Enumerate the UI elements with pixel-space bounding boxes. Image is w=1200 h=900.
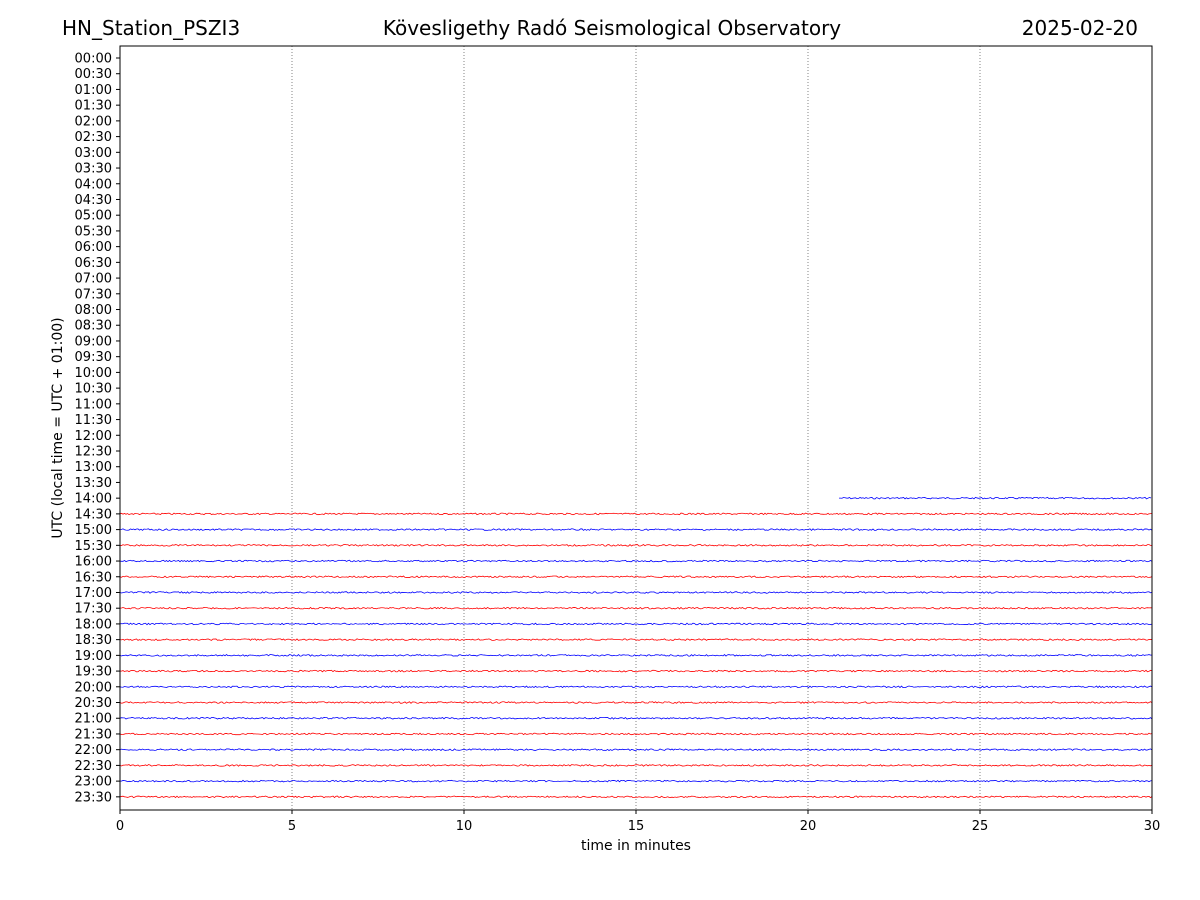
y-tick-label: 09:30 <box>75 350 112 365</box>
y-tick-label: 09:00 <box>75 334 112 349</box>
trace-1800 <box>119 622 1153 626</box>
y-tick-label: 07:00 <box>75 272 112 287</box>
trace-2200 <box>119 748 1153 751</box>
observatory-title: Kövesligethy Radó Seismological Observat… <box>383 16 841 40</box>
y-tick-label: 12:30 <box>75 445 112 460</box>
x-tick-label: 30 <box>1144 819 1161 834</box>
y-tick-label: 16:00 <box>75 555 112 570</box>
y-tick-label: 22:30 <box>75 759 112 774</box>
x-tick-label: 20 <box>800 819 817 834</box>
y-tick-label: 02:30 <box>75 130 112 145</box>
date-title: 2025-02-20 <box>1022 16 1138 40</box>
y-tick-label: 12:00 <box>75 429 112 444</box>
y-tick-label: 03:30 <box>75 162 112 177</box>
y-tick-label: 13:30 <box>75 476 112 491</box>
x-axis-ticks: 0 5 10 15 20 25 30 <box>116 810 1160 834</box>
trace-1500 <box>119 528 1153 531</box>
trace-2130 <box>119 732 1153 736</box>
y-tick-label: 17:30 <box>75 602 112 617</box>
y-tick-label: 14:00 <box>75 492 112 507</box>
y-tick-label: 20:00 <box>75 680 112 695</box>
y-tick-label: 05:00 <box>75 209 112 224</box>
y-tick-label: 08:30 <box>75 319 112 334</box>
trace-2100 <box>119 716 1153 720</box>
plot-frame <box>119 45 1153 811</box>
y-tick-label: 01:00 <box>75 83 112 98</box>
y-tick-label: 15:00 <box>75 523 112 538</box>
y-tick-label: 06:30 <box>75 256 112 271</box>
y-tick-label: 15:30 <box>75 539 112 554</box>
trace-1530 <box>119 544 1153 547</box>
vertical-gridlines <box>291 46 981 810</box>
y-tick-label: 10:30 <box>75 382 112 397</box>
y-tick-label: 11:00 <box>75 397 112 412</box>
y-tick-label: 07:30 <box>75 287 112 302</box>
y-tick-label: 03:00 <box>75 146 112 161</box>
y-tick-label: 01:30 <box>75 99 112 114</box>
y-tick-label: 08:00 <box>75 303 112 318</box>
trace-2300 <box>119 779 1153 783</box>
y-tick-label: 21:00 <box>75 712 112 727</box>
y-tick-label: 00:00 <box>75 52 112 67</box>
y-axis-ticks: 00:0000:3001:0001:3002:0002:3003:0003:30… <box>75 52 120 805</box>
trace-1830 <box>119 638 1153 641</box>
y-tick-label: 17:00 <box>75 586 112 601</box>
y-tick-label: 11:30 <box>75 413 112 428</box>
y-tick-label: 19:30 <box>75 665 112 680</box>
x-tick-label: 25 <box>972 819 989 834</box>
y-tick-label: 10:00 <box>75 366 112 381</box>
trace-1600 <box>119 559 1153 563</box>
x-tick-label: 5 <box>288 819 296 834</box>
y-tick-label: 02:00 <box>75 114 112 129</box>
trace-2230 <box>119 764 1153 767</box>
y-tick-label: 05:30 <box>75 224 112 239</box>
trace-1900 <box>119 654 1153 657</box>
x-tick-label: 10 <box>456 819 473 834</box>
trace-2330 <box>119 795 1153 799</box>
trace-1700 <box>119 591 1153 594</box>
y-tick-label: 23:00 <box>75 775 112 790</box>
y-tick-label: 19:00 <box>75 649 112 664</box>
y-tick-label: 22:00 <box>75 743 112 758</box>
y-axis-label: UTC (local time = UTC + 01:00) <box>50 317 66 538</box>
y-tick-label: 13:00 <box>75 460 112 475</box>
trace-1930 <box>119 669 1153 673</box>
y-tick-label: 20:30 <box>75 696 112 711</box>
y-tick-label: 06:00 <box>75 240 112 255</box>
trace-2000 <box>119 685 1153 689</box>
y-tick-label: 14:30 <box>75 507 112 522</box>
y-tick-label: 16:30 <box>75 570 112 585</box>
x-axis-label: time in minutes <box>581 838 691 854</box>
trace-1400 <box>838 496 1152 500</box>
trace-1430 <box>119 512 1153 516</box>
y-tick-label: 04:00 <box>75 177 112 192</box>
x-tick-label: 0 <box>116 819 124 834</box>
y-tick-label: 21:30 <box>75 727 112 742</box>
x-tick-label: 15 <box>628 819 645 834</box>
y-tick-label: 18:30 <box>75 633 112 648</box>
seismic-traces <box>119 496 1153 799</box>
y-tick-label: 23:30 <box>75 790 112 805</box>
trace-1630 <box>119 575 1153 579</box>
trace-2030 <box>119 701 1153 704</box>
y-tick-label: 04:30 <box>75 193 112 208</box>
trace-1730 <box>119 606 1153 610</box>
station-title: HN_Station_PSZI3 <box>62 16 240 40</box>
y-tick-label: 18:00 <box>75 617 112 632</box>
y-tick-label: 00:30 <box>75 67 112 82</box>
